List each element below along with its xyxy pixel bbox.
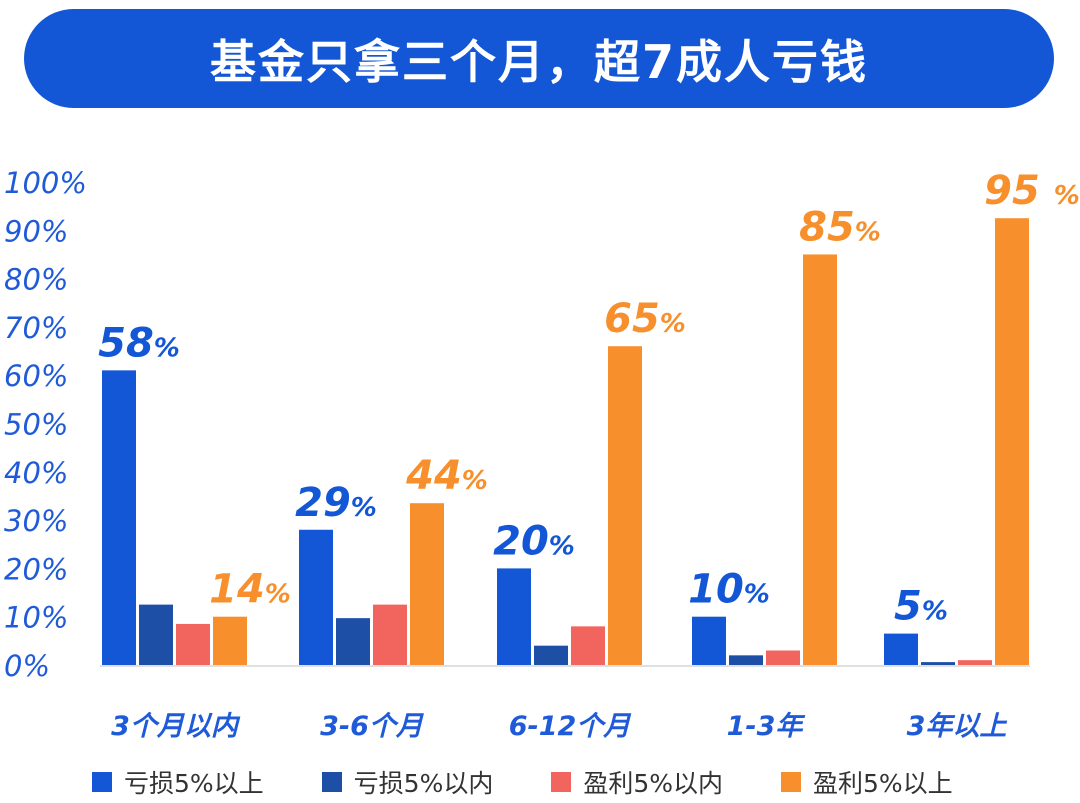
category-label: 1-3年 — [727, 711, 806, 742]
bar-1-2 — [299, 529, 333, 665]
data-label-percent: % — [922, 597, 948, 627]
data-label: 5% — [894, 584, 948, 630]
y-tick-label: 100% — [4, 166, 87, 200]
data-label-value: 85 — [799, 204, 855, 250]
data-label: 65% — [604, 296, 686, 342]
y-tick-label: 10% — [4, 601, 68, 635]
bar-1-5 — [884, 633, 918, 665]
data-label-percent: % — [744, 580, 770, 610]
category-label: 3-6个月 — [320, 711, 425, 742]
data-label-value: 10 — [688, 567, 744, 613]
legend-label: 盈利5%以上 — [813, 769, 953, 798]
chart-title: 基金只拿三个月，超7成人亏钱 — [209, 34, 868, 89]
data-label: 95 % — [984, 168, 1080, 214]
category-label: 3个月以内 — [111, 711, 241, 742]
legend-label: 亏损5%以上 — [124, 769, 264, 798]
bar-2-4 — [729, 655, 763, 665]
bar-1-4 — [692, 616, 726, 665]
bar-1-3 — [497, 568, 531, 665]
title-banner: 基金只拿三个月，超7成人亏钱 — [24, 9, 1054, 108]
bar-3-3 — [571, 626, 605, 665]
data-label: 14% — [209, 567, 291, 613]
y-tick-label: 80% — [4, 263, 68, 297]
y-tick-label: 40% — [4, 456, 68, 490]
legend-label: 亏损5%以内 — [353, 769, 494, 798]
data-label-value: 65 — [604, 296, 660, 342]
data-label: 20% — [493, 518, 575, 564]
legend: 亏损5%以上 亏损5%以内 盈利5%以内 盈利5%以上 — [92, 764, 1052, 800]
legend-label: 盈利5%以内 — [583, 769, 724, 798]
data-label: 29% — [295, 480, 377, 526]
data-label-percent: % — [351, 493, 377, 523]
y-tick-label: 70% — [4, 311, 68, 345]
data-label-percent: % — [154, 333, 180, 363]
data-label-percent: % — [462, 466, 488, 496]
data-label-value: 29 — [295, 480, 351, 526]
y-tick-label: 90% — [4, 214, 68, 248]
legend-swatch — [551, 772, 572, 792]
y-tick-label: 50% — [4, 408, 68, 442]
data-label-percent: % — [1054, 181, 1080, 211]
legend-item: 亏损5%以上 — [92, 764, 264, 800]
bar-4-5 — [995, 218, 1029, 665]
category-label: 6-12个月 — [509, 711, 633, 742]
data-label-value: 44 — [405, 453, 462, 499]
category-label: 3年以上 — [907, 711, 1008, 742]
data-label-value: 95 — [984, 168, 1054, 214]
bar-chart: 0%10%20%30%40%50%60%70%80%90%100%3个月以内 3-… — [4, 166, 1080, 742]
data-label-percent: % — [660, 309, 686, 339]
bar-4-1 — [213, 616, 247, 665]
bar-2-2 — [336, 618, 370, 665]
bar-4-4 — [803, 254, 837, 665]
bar-2-3 — [534, 645, 568, 665]
legend-swatch — [781, 772, 802, 792]
bar-4-2 — [410, 503, 444, 665]
y-tick-label: 30% — [4, 504, 68, 538]
bar-3-5 — [958, 660, 992, 665]
bar-3-1 — [176, 623, 210, 665]
data-label-value: 14 — [209, 567, 265, 613]
bar-1-1 — [102, 370, 136, 665]
legend-item: 盈利5%以上 — [781, 764, 953, 800]
y-tick-label: 20% — [4, 552, 68, 586]
data-label-percent: % — [855, 217, 881, 247]
legend-item: 亏损5%以内 — [321, 764, 494, 800]
bar-3-4 — [766, 650, 800, 665]
data-label: 58% — [98, 320, 180, 366]
legend-swatch — [321, 772, 342, 792]
bar-4-3 — [608, 346, 642, 665]
data-label: 44% — [405, 453, 488, 499]
data-label-percent: % — [265, 580, 291, 610]
legend-swatch — [92, 772, 112, 792]
data-label: 85% — [799, 204, 881, 250]
bar-2-1 — [139, 604, 173, 665]
legend-item: 盈利5%以内 — [551, 764, 723, 800]
y-tick-label: 0% — [4, 649, 50, 683]
data-label-value: 5 — [894, 584, 922, 630]
data-label: 10% — [688, 567, 770, 613]
data-label-value: 20 — [493, 518, 549, 564]
data-label-value: 58 — [98, 320, 154, 366]
bar-2-5 — [921, 662, 955, 665]
y-tick-label: 60% — [4, 359, 68, 393]
bar-3-2 — [373, 604, 407, 665]
data-label-percent: % — [549, 531, 575, 561]
